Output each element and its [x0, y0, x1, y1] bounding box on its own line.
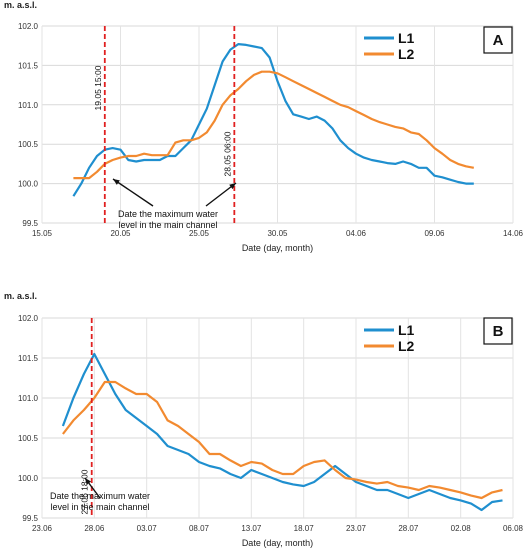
annotation-arrowhead	[85, 478, 92, 485]
y-tick-label: 101.5	[18, 61, 39, 70]
x-tick-label: 15.05	[32, 229, 53, 238]
panel-letter: A	[493, 32, 504, 49]
y-tick-label: 101.0	[18, 394, 39, 403]
annotation-line: level in the main channel	[50, 502, 149, 512]
x-tick-label: 08.07	[189, 524, 210, 533]
annotation-line: level in the main channel	[118, 220, 217, 230]
legend-label-l2: L2	[398, 338, 415, 354]
y-tick-label: 100.0	[18, 180, 39, 189]
x-tick-label: 03.07	[137, 524, 158, 533]
panel-letter-box	[483, 26, 513, 54]
y-tick-label: 99.5	[22, 514, 38, 523]
x-tick-label: 06.08	[503, 524, 524, 533]
legend-label-l1: L1	[398, 30, 415, 46]
annotation-arrow	[112, 178, 154, 207]
series-line-l1	[61, 352, 503, 512]
marker-date-label: 27.06 18:00	[80, 469, 90, 514]
legend-label-l2: L2	[398, 46, 415, 62]
y-tick-label: 100.5	[18, 434, 39, 443]
series-line-l2	[73, 70, 475, 180]
chart-panel-b: m. a.s.l. 99.5 100.0 100.5 101.0 101.5 102.0 23…	[4, 291, 524, 548]
x-tick-label: 02.08	[451, 524, 472, 533]
x-tick-label: 28.06	[84, 524, 105, 533]
y-tick-label: 99.5	[22, 219, 38, 228]
x-tick-label: 09.06	[424, 229, 445, 238]
y-tick-label: 101.0	[18, 101, 39, 110]
series-line-l2	[62, 380, 503, 500]
x-tick-label: 20.05	[110, 229, 131, 238]
y-axis-unit-label: m. a.s.l.	[4, 291, 37, 301]
marker-date-label: 19.05 15:00	[93, 65, 103, 110]
annotation-text: Date the maximum water level in the main …	[50, 491, 150, 512]
y-tick-label: 102.0	[18, 314, 39, 323]
legend-label-l1: L1	[398, 322, 415, 338]
y-tick-label: 100.5	[18, 140, 39, 149]
panel-letter: B	[493, 323, 504, 340]
x-tick-label: 25.05	[189, 229, 210, 238]
annotation-line: Date the maximum water	[50, 491, 150, 501]
y-tick-label: 101.5	[18, 354, 39, 363]
y-tick-label: 102.0	[18, 22, 39, 31]
x-tick-label: 14.06	[503, 229, 524, 238]
x-axis-title: Date (day, month)	[242, 538, 313, 548]
x-tick-label: 23.06	[32, 524, 53, 533]
x-tick-label: 30.05	[267, 229, 288, 238]
x-tick-label: 28.07	[398, 524, 419, 533]
annotation-arrowhead	[229, 183, 236, 190]
x-tick-label: 23.07	[346, 524, 367, 533]
y-tick-label: 100.0	[18, 474, 39, 483]
annotation-text: Date the maximum water level in the main …	[118, 209, 218, 230]
annotation-line: Date the maximum water	[118, 209, 218, 219]
annotation-arrowhead	[113, 179, 120, 185]
chart-panel-a: m. a.s.l. 99.5 100.0 100.5 101.0 101.5 102.0 15…	[4, 0, 524, 253]
series-line-l1	[72, 42, 474, 197]
panel-letter-box	[483, 317, 513, 345]
x-tick-label: 04.06	[346, 229, 367, 238]
x-axis-title: Date (day, month)	[242, 243, 313, 253]
marker-date-label: 28.05 06:00	[222, 131, 232, 176]
x-tick-label: 18.07	[294, 524, 315, 533]
y-axis-unit-label: m. a.s.l.	[4, 0, 37, 10]
x-tick-label: 13.07	[241, 524, 262, 533]
